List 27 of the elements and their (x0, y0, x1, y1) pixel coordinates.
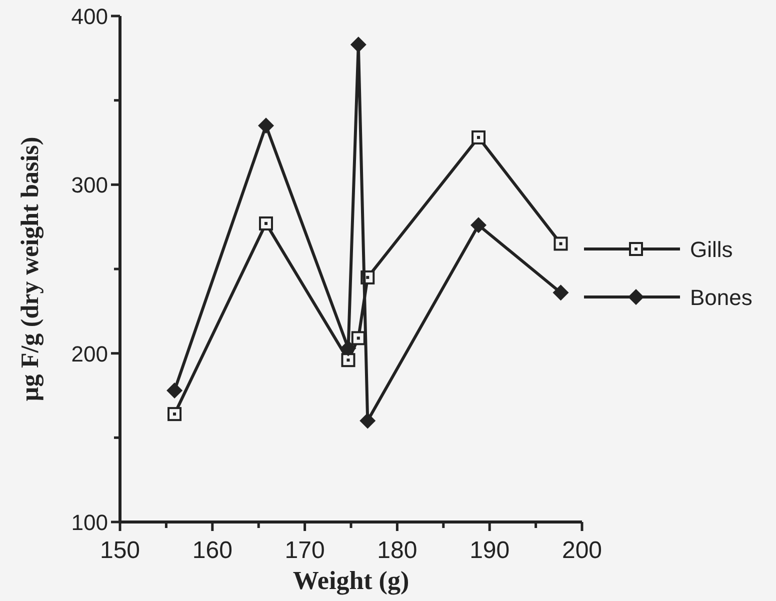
legend-label: Gills (690, 237, 733, 262)
point (168, 407, 182, 422)
x-tick-label: 170 (284, 537, 325, 564)
x-tick-label: 190 (470, 537, 510, 564)
x-tick-label: 200 (562, 537, 602, 564)
legend-label: Bones (690, 285, 752, 310)
y-tick-label: 400 (71, 4, 108, 29)
point (258, 216, 273, 230)
y-tick-label: 300 (71, 172, 108, 198)
y-tick-label: 200 (71, 341, 108, 366)
point (166, 382, 183, 398)
point (470, 217, 487, 234)
point (340, 340, 356, 356)
y-axis-title: µg F/g (dry weight basis) (17, 136, 44, 402)
x-tick-label: 160 (192, 537, 232, 564)
point (472, 130, 486, 144)
point (350, 36, 366, 53)
point (341, 353, 356, 368)
x-tick-label: 150 (100, 537, 140, 564)
x-tick-label: 180 (377, 537, 418, 564)
point (258, 118, 274, 134)
point (554, 236, 568, 251)
y-tick-label: 100 (71, 510, 108, 535)
point (360, 412, 376, 429)
point (351, 331, 366, 346)
point (552, 284, 569, 301)
x-axis-title: Weight (g) (292, 566, 410, 595)
